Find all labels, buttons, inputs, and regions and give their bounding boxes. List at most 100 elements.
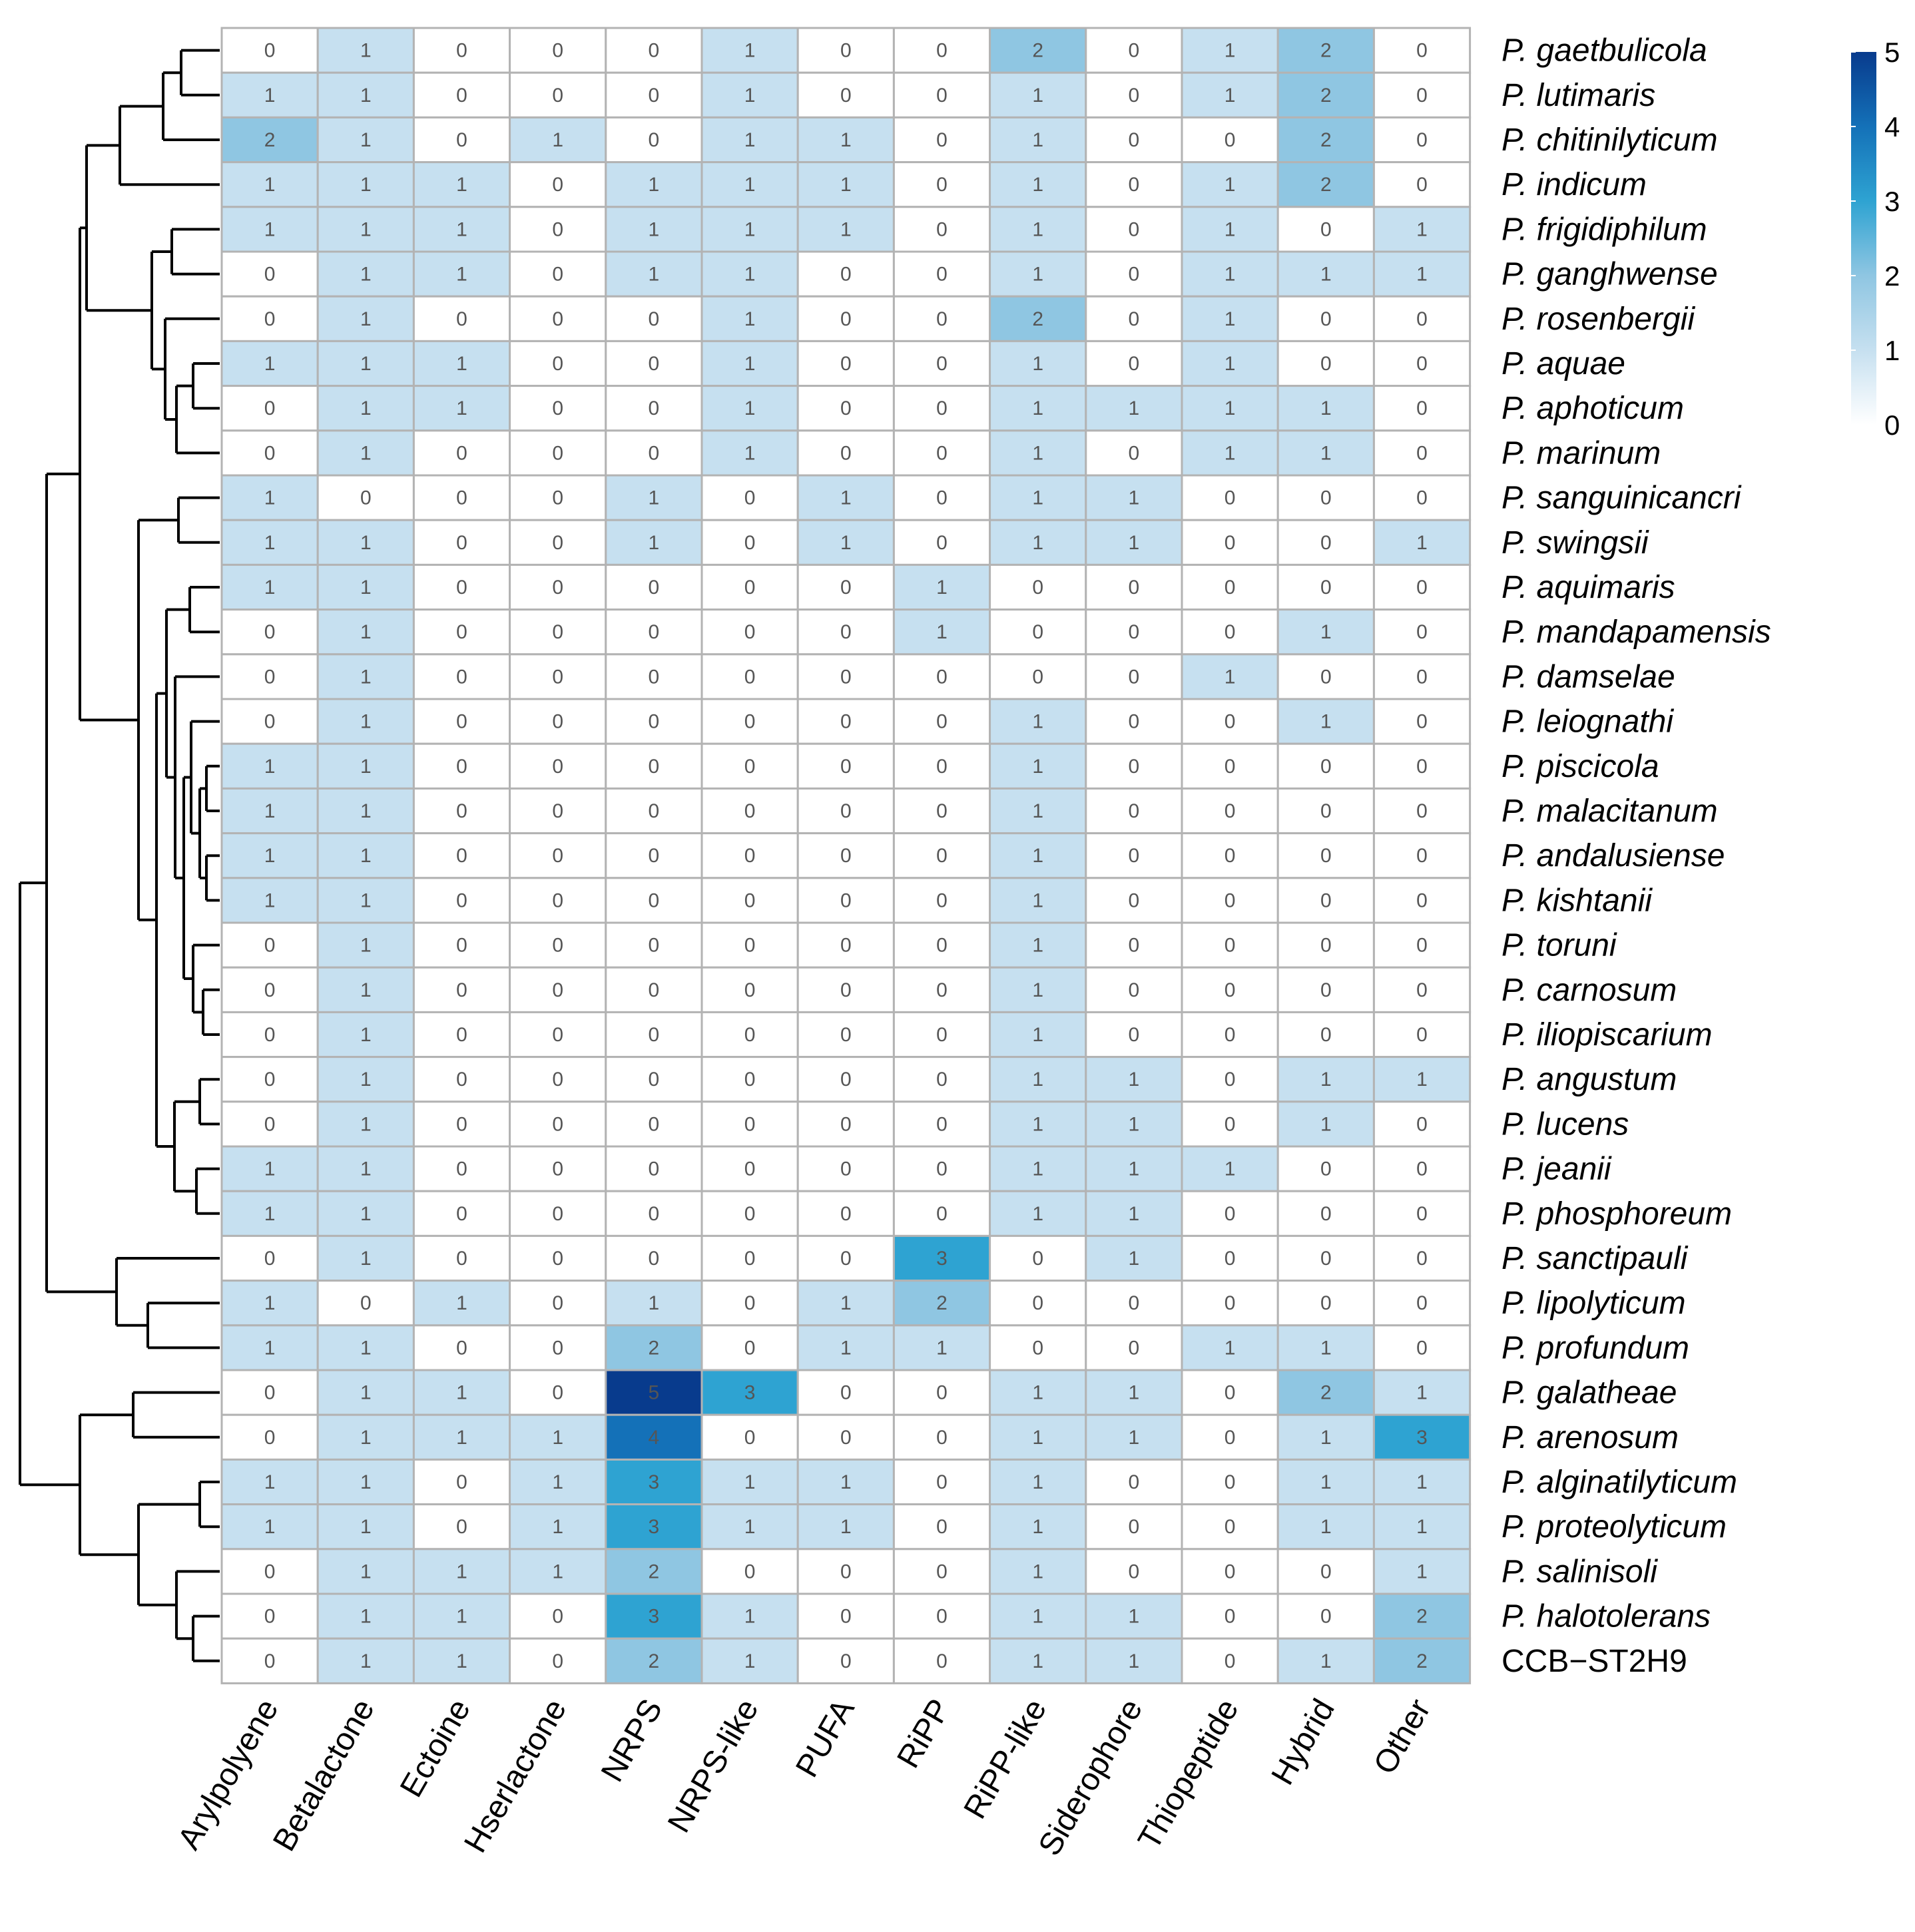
cell-value-label: 0: [456, 1069, 467, 1090]
cell-value-label: 0: [552, 1113, 563, 1135]
cell-value-label: 0: [1129, 666, 1140, 688]
heatmap-cell: [509, 832, 607, 879]
row-label: P. aquae: [1502, 346, 1625, 381]
heatmap-cell: [1085, 519, 1183, 566]
cell-value-label: 0: [1225, 487, 1236, 509]
cell-value-label: 1: [1129, 1203, 1140, 1225]
heatmap-cell: [220, 1369, 319, 1416]
cell-value-label: 0: [744, 756, 756, 778]
cell-value-label: 0: [456, 800, 467, 822]
cell-value-label: 1: [744, 1516, 756, 1538]
cell-value-label: 0: [456, 935, 467, 957]
heatmap-cell: [1372, 1190, 1472, 1237]
row-label: P. swingsii: [1502, 525, 1649, 561]
cell-value-label: 0: [840, 264, 852, 286]
row-label: P. mandapamensis: [1502, 614, 1771, 650]
cell-value-label: 0: [649, 889, 660, 911]
cell-value-label: 1: [1032, 487, 1043, 509]
cell-value-label: 1: [456, 1427, 467, 1449]
cell-value-label: 0: [936, 1516, 948, 1538]
cell-value-label: 0: [1416, 353, 1428, 375]
heatmap-cell: [989, 1190, 1087, 1237]
heatmap-cell: [892, 742, 991, 790]
heatmap-cell: [700, 563, 799, 611]
cell-value-label: 0: [649, 308, 660, 330]
heatmap-cell: [892, 340, 991, 387]
cell-value-label: 0: [552, 756, 563, 778]
cell-value-label: 1: [360, 1024, 372, 1046]
cell-value-label: 1: [744, 129, 756, 151]
row-label-genus: P.: [1502, 212, 1527, 247]
cell-value-label: 0: [456, 85, 467, 107]
cell-value-label: 0: [840, 756, 852, 778]
heatmap-cell: [989, 206, 1087, 253]
cell-value-label: 1: [264, 577, 276, 599]
cell-value-label: 0: [1320, 532, 1332, 554]
cell-value-label: 0: [552, 889, 563, 911]
cell-value-label: 2: [1320, 1382, 1332, 1404]
cell-value-label: 0: [1320, 845, 1332, 867]
row-label: P. iliopiscarium: [1502, 1017, 1713, 1053]
cell-value-label: 0: [1032, 577, 1043, 599]
cell-value-label: 0: [264, 666, 276, 688]
cell-value-label: 0: [1225, 1113, 1236, 1135]
cell-value-label: 0: [1225, 935, 1236, 957]
cell-value-label: 1: [456, 1650, 467, 1672]
row-label-species: phosphoreum: [1535, 1196, 1733, 1232]
cell-value-label: 0: [936, 40, 948, 62]
heatmap-cell: [1181, 27, 1279, 74]
cell-value-label: 1: [360, 979, 372, 1001]
cell-value-label: 0: [1320, 1203, 1332, 1225]
cell-value-label: 0: [552, 1337, 563, 1359]
heatmap-cell: [316, 1369, 415, 1416]
heatmap-cell: [509, 966, 607, 1013]
cell-value-label: 1: [1129, 532, 1140, 554]
row-label-genus: P.: [1502, 928, 1527, 963]
cell-value-label: 1: [840, 1516, 852, 1538]
heatmap-cell: [989, 966, 1087, 1013]
cell-value-label: 0: [840, 1427, 852, 1449]
cell-value-label: 0: [840, 40, 852, 62]
cell-value-label: 0: [840, 935, 852, 957]
cell-value-label: 0: [552, 397, 563, 419]
heatmap-cell: [1085, 474, 1183, 521]
heatmap-cell: [412, 1234, 511, 1282]
heatmap-cell: [892, 1056, 991, 1103]
cell-value-label: 1: [744, 264, 756, 286]
cell-value-label: 1: [840, 1292, 852, 1314]
cell-value-label: 1: [264, 1292, 276, 1314]
cell-value-label: 0: [1320, 666, 1332, 688]
cell-value-label: 0: [456, 756, 467, 778]
heatmap-cell: [1372, 966, 1472, 1013]
cell-value-label: 1: [1032, 397, 1043, 419]
cell-value-label: 1: [264, 1471, 276, 1493]
cell-value-label: 0: [744, 532, 756, 554]
cell-value-label: 0: [1225, 1248, 1236, 1270]
row-label-genus: P.: [1502, 33, 1527, 69]
cell-value-label: 0: [1032, 1337, 1043, 1359]
cell-value-label: 0: [744, 1427, 756, 1449]
column-label: Arylpolyene: [171, 1693, 285, 1855]
heatmap-cell: [892, 698, 991, 745]
cell-value-label: 1: [1032, 845, 1043, 867]
cell-value-label: 0: [552, 1203, 563, 1225]
heatmap-cell: [1085, 1503, 1183, 1551]
cell-value-label: 1: [649, 218, 660, 240]
heatmap-cell: [1372, 161, 1472, 208]
heatmap-cell: [316, 1637, 415, 1684]
heatmap-cell: [700, 1100, 799, 1148]
cell-value-label: 1: [360, 218, 372, 240]
cell-value-label: 1: [552, 129, 563, 151]
row-label: P. halotolerans: [1502, 1599, 1711, 1634]
cell-value-label: 1: [360, 397, 372, 419]
row-label: P. kishtanii: [1502, 883, 1653, 918]
cell-value-label: 0: [840, 800, 852, 822]
cell-value-label: 0: [936, 845, 948, 867]
cell-value-label: 0: [264, 1024, 276, 1046]
cell-value-label: 0: [1416, 1292, 1428, 1314]
cell-value-label: 1: [840, 129, 852, 151]
cell-value-label: 0: [1320, 1158, 1332, 1180]
cell-value-label: 0: [744, 1248, 756, 1270]
cell-value-label: 1: [264, 889, 276, 911]
heatmap-cell: [796, 116, 895, 164]
